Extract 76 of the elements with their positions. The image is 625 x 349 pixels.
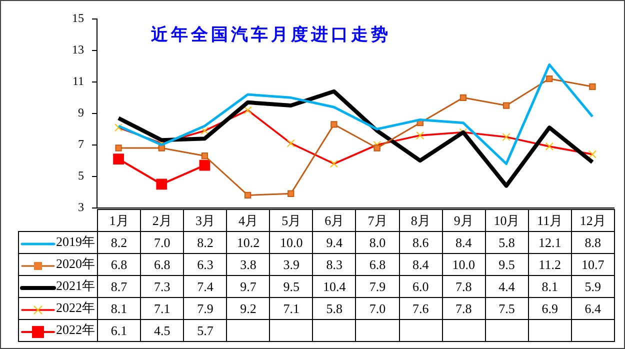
data-label: 7.5 xyxy=(485,298,528,320)
data-label: 10.2 xyxy=(226,232,270,254)
legend-label: 2021年 xyxy=(18,276,98,298)
legend-label: 2019年 xyxy=(18,232,98,254)
data-label: 6.9 xyxy=(528,298,572,320)
data-label: 10.7 xyxy=(571,254,614,276)
data-label: 8.1 xyxy=(98,298,141,320)
data-label: 8.4 xyxy=(399,254,442,276)
data-label: 7.0 xyxy=(356,298,400,320)
data-label: 7.9 xyxy=(184,298,227,320)
data-label: 3.8 xyxy=(226,254,270,276)
data-label: 10.4 xyxy=(312,276,356,298)
data-label: 6.8 xyxy=(98,254,141,276)
data-label: 7.0 xyxy=(140,232,184,254)
data-label: 11.2 xyxy=(528,254,572,276)
x-tick-label: 3月 xyxy=(184,210,227,232)
x-tick-label: 10月 xyxy=(485,210,528,232)
data-label: 6.1 xyxy=(98,320,141,342)
x-tick-label: 2月 xyxy=(140,210,184,232)
y-tick-label: 15 xyxy=(72,11,84,26)
data-label: 4.4 xyxy=(485,276,528,298)
data-label: 8.6 xyxy=(399,232,442,254)
data-label: 6.8 xyxy=(140,254,184,276)
x-tick-label: 9月 xyxy=(442,210,486,232)
data-label: 9.2 xyxy=(226,298,270,320)
data-label: 7.9 xyxy=(356,276,400,298)
x-tick-label: 8月 xyxy=(399,210,442,232)
data-label: 8.3 xyxy=(312,254,356,276)
data-label: 10.0 xyxy=(270,232,313,254)
data-label: 6.8 xyxy=(356,254,400,276)
x-tick-label: 11月 xyxy=(528,210,572,232)
data-label: 9.4 xyxy=(312,232,356,254)
x-tick-label: 6月 xyxy=(312,210,356,232)
legend-label: 2022年 xyxy=(18,298,98,320)
data-label: 9.5 xyxy=(270,276,313,298)
data-label: 8.2 xyxy=(98,232,141,254)
x-tick-label: 7月 xyxy=(356,210,400,232)
data-label: 8.4 xyxy=(442,232,486,254)
data-label: 10.0 xyxy=(442,254,486,276)
data-label: 7.1 xyxy=(270,298,313,320)
data-label: 5.8 xyxy=(485,232,528,254)
data-label: 6.3 xyxy=(184,254,227,276)
y-tick-label: 11 xyxy=(72,74,84,88)
data-label: 8.1 xyxy=(528,276,572,298)
data-label: 5.8 xyxy=(312,298,356,320)
data-label: 4.5 xyxy=(140,320,184,342)
data-label: 7.8 xyxy=(442,276,486,298)
data-label: 12.1 xyxy=(528,232,572,254)
chart-title: 近年全国汽车月度进口走势 xyxy=(151,24,391,46)
data-label: 5.9 xyxy=(571,276,614,298)
legend-label: 2020年 xyxy=(18,254,98,276)
data-label: 8.8 xyxy=(571,232,614,254)
legend-label: 2022年 xyxy=(18,320,98,342)
data-label: 7.1 xyxy=(140,298,184,320)
data-label: 6.0 xyxy=(399,276,442,298)
data-label: 6.4 xyxy=(571,298,614,320)
data-label: 7.6 xyxy=(399,298,442,320)
y-tick-label: 3 xyxy=(78,200,84,214)
y-tick-label: 7 xyxy=(78,137,84,152)
y-tick-label: 13 xyxy=(72,42,84,57)
x-tick-label: 12月 xyxy=(571,210,614,232)
data-label: 8.7 xyxy=(98,276,141,298)
data-label: 5.7 xyxy=(184,320,227,342)
x-tick-label: 4月 xyxy=(226,210,270,232)
data-label: 7.4 xyxy=(184,276,227,298)
data-label: 9.7 xyxy=(226,276,270,298)
data-label: 9.5 xyxy=(485,254,528,276)
y-tick-label: 9 xyxy=(78,106,84,120)
x-tick-label: 5月 xyxy=(270,210,313,232)
data-label: 3.9 xyxy=(270,254,313,276)
data-label: 8.0 xyxy=(356,232,400,254)
data-label: 7.3 xyxy=(140,276,184,298)
data-label: 7.8 xyxy=(442,298,486,320)
y-tick-label: 5 xyxy=(78,168,84,182)
x-tick-label: 1月 xyxy=(98,210,141,232)
data-label: 8.2 xyxy=(184,232,227,254)
